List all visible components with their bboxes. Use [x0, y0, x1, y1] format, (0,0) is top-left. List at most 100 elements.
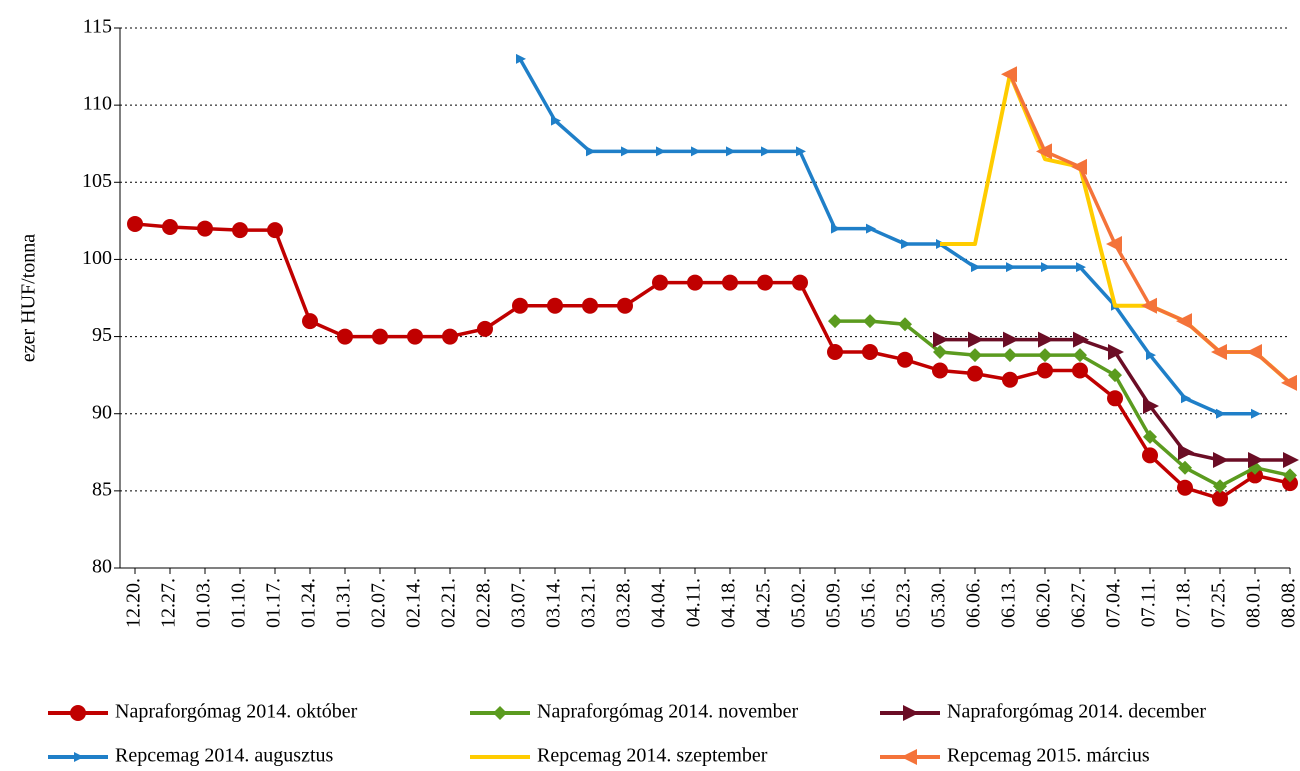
- x-tick-label: 08.08.: [1278, 578, 1300, 628]
- data-point: [232, 222, 248, 239]
- data-point: [337, 328, 353, 345]
- y-axis-label: ezer HUF/tonna: [18, 234, 40, 362]
- data-point: [1037, 362, 1053, 379]
- data-point: [757, 274, 773, 291]
- data-point: [932, 362, 948, 379]
- data-point: [551, 115, 561, 126]
- x-tick-label: 12.20.: [123, 578, 145, 628]
- x-tick-label: 05.16.: [858, 578, 880, 628]
- data-point: [1146, 350, 1156, 361]
- data-point: [547, 297, 563, 314]
- x-tick-label: 04.25.: [753, 578, 775, 628]
- data-point: [761, 146, 771, 157]
- data-point: [1006, 262, 1016, 273]
- data-point: [1073, 348, 1087, 363]
- data-point: [796, 146, 806, 157]
- x-tick-label: 01.31.: [333, 578, 355, 628]
- legend-label: Napraforgómag 2014. október: [115, 701, 358, 723]
- x-tick-label: 03.21.: [578, 578, 600, 628]
- data-point: [1143, 429, 1157, 444]
- data-point: [1073, 331, 1089, 348]
- legend-label: Napraforgómag 2014. december: [947, 701, 1206, 723]
- data-point: [372, 328, 388, 345]
- data-point: [968, 348, 982, 363]
- series-line: [518, 57, 1255, 416]
- data-point: [1177, 479, 1193, 496]
- legend-marker: [70, 705, 86, 721]
- data-point: [726, 146, 736, 157]
- data-point: [267, 222, 283, 239]
- data-point: [1143, 398, 1159, 414]
- data-point: [866, 223, 876, 234]
- x-tick-label: 01.17.: [263, 578, 285, 628]
- data-point: [1212, 490, 1228, 507]
- legend-marker: [901, 749, 917, 765]
- data-point: [827, 344, 843, 360]
- x-tick-label: 07.04.: [1103, 578, 1125, 628]
- x-tick-label: 06.13.: [998, 578, 1020, 628]
- data-point: [933, 345, 947, 359]
- x-tick-label: 01.10.: [228, 578, 250, 628]
- data-point: [722, 274, 738, 291]
- data-point: [652, 274, 668, 291]
- data-point: [691, 146, 701, 157]
- data-point: [1108, 368, 1122, 383]
- x-tick-label: 05.09.: [823, 578, 845, 628]
- legend-label: Repcemag 2015. március: [947, 745, 1150, 767]
- y-tick-label: 85: [92, 478, 112, 500]
- data-point: [1213, 452, 1229, 468]
- data-point: [1283, 452, 1299, 468]
- data-point: [586, 146, 596, 157]
- data-point: [621, 146, 631, 157]
- data-point: [582, 297, 598, 314]
- data-point: [828, 314, 842, 329]
- data-point: [127, 215, 143, 232]
- data-point: [792, 274, 808, 291]
- legend-label: Repcemag 2014. szeptember: [537, 745, 768, 767]
- data-point: [617, 297, 633, 314]
- data-point: [1106, 236, 1122, 252]
- data-point: [968, 331, 984, 348]
- data-point: [897, 351, 913, 368]
- data-point: [1141, 297, 1157, 314]
- x-tick-label: 03.07.: [508, 578, 530, 628]
- data-point: [1038, 331, 1054, 348]
- y-tick-label: 95: [92, 324, 112, 346]
- x-tick-label: 07.25.: [1208, 578, 1230, 628]
- data-point: [1216, 408, 1226, 419]
- data-point: [901, 239, 911, 249]
- data-point: [197, 220, 213, 237]
- data-point: [1178, 444, 1194, 461]
- data-point: [971, 262, 981, 273]
- data-point: [1107, 390, 1123, 407]
- x-tick-label: 06.06.: [963, 578, 985, 628]
- data-point: [1181, 393, 1191, 404]
- x-tick-label: 08.01.: [1243, 578, 1265, 628]
- data-point: [1281, 374, 1297, 391]
- data-point: [831, 223, 841, 234]
- x-tick-label: 03.28.: [613, 578, 635, 628]
- data-point: [1071, 158, 1087, 175]
- data-point: [407, 328, 423, 345]
- data-point: [1251, 408, 1261, 419]
- data-point: [442, 328, 458, 345]
- data-point: [516, 53, 526, 64]
- data-point: [1108, 344, 1124, 360]
- series-line: [134, 222, 1291, 501]
- data-point: [898, 317, 912, 332]
- data-point: [1142, 447, 1158, 464]
- x-tick-label: 06.20.: [1033, 578, 1055, 628]
- y-tick-label: 90: [92, 401, 112, 423]
- data-point: [162, 219, 178, 236]
- x-tick-label: 04.18.: [718, 578, 740, 628]
- data-point: [1038, 348, 1052, 363]
- data-point: [1002, 371, 1018, 388]
- x-tick-label: 03.14.: [543, 578, 565, 628]
- y-tick-label: 105: [82, 170, 112, 192]
- data-point: [1041, 262, 1051, 273]
- x-tick-label: 02.28.: [473, 578, 495, 628]
- x-tick-label: 01.24.: [298, 578, 320, 628]
- data-point: [1001, 66, 1017, 83]
- x-tick-label: 04.04.: [648, 578, 670, 628]
